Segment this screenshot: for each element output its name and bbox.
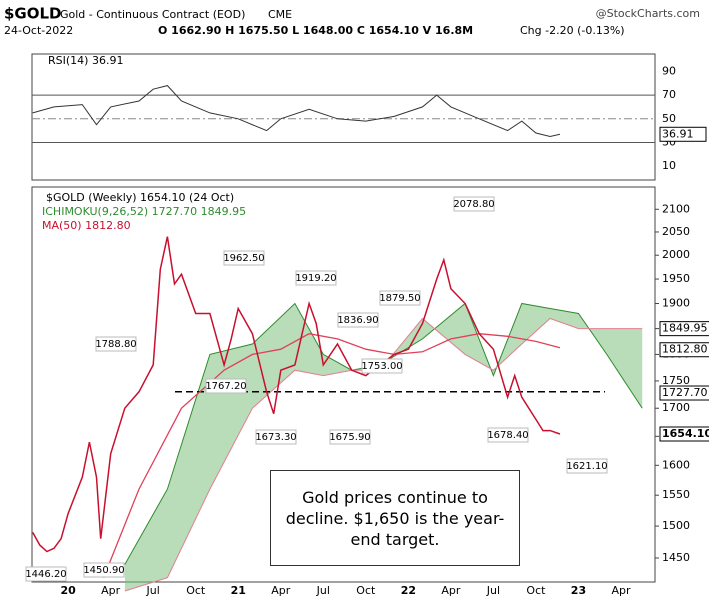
y-tick-label: 1900	[662, 297, 690, 310]
x-tick-label: 20	[60, 584, 76, 597]
change: Chg -2.20 (-0.13%)	[520, 24, 625, 37]
source: @StockCharts.com	[596, 7, 700, 20]
annotation-box	[83, 562, 125, 578]
rsi-tick-label: 90	[662, 64, 676, 77]
symbol: $GOLD	[4, 5, 62, 23]
last-value-label: 1849.95	[662, 322, 708, 335]
rsi-tick-label: 50	[662, 112, 676, 125]
price-panel	[31, 186, 656, 583]
annotation: 1621.10	[566, 461, 607, 472]
y-tick-label: 1550	[662, 488, 690, 501]
x-tick-label: Apr	[271, 584, 291, 597]
annotation: 1675.90	[329, 432, 370, 443]
annotation-box	[95, 336, 137, 352]
y-tick-label: 1500	[662, 519, 690, 532]
ichimoku-cloud	[124, 303, 643, 592]
x-tick-label: Jul	[146, 584, 160, 597]
last-value-box	[659, 321, 709, 337]
annotation-box	[566, 458, 608, 474]
annotation-box	[453, 196, 495, 212]
annotation-box	[25, 566, 67, 582]
rsi-legend: RSI(14) 36.91	[48, 54, 123, 67]
date: 24-Oct-2022	[4, 24, 73, 37]
rsi-tick-label: 70	[662, 88, 676, 101]
y-tick-label: 1450	[662, 551, 690, 564]
annotation: 1879.50	[379, 293, 420, 304]
annotation-box	[337, 312, 379, 328]
annotation: 1919.20	[295, 273, 336, 284]
y-tick-label: 1700	[662, 401, 690, 414]
last-value-box	[659, 342, 709, 358]
exchange: CME	[268, 8, 292, 21]
annotation: 1450.90	[83, 565, 124, 576]
x-tick-label: Oct	[186, 584, 206, 597]
x-tick-label: 21	[231, 584, 246, 597]
annotation: 1962.50	[223, 253, 264, 264]
rsi-line	[32, 85, 561, 138]
rsi-last-label: 36.91	[662, 127, 694, 140]
ichimoku-span-b	[124, 317, 643, 592]
x-tick-label: Apr	[611, 584, 631, 597]
annotation: 1678.40	[487, 430, 528, 441]
last-value-label: 1727.70	[662, 386, 708, 399]
y-tick-label: 2000	[662, 248, 690, 261]
y-tick-label: 1750	[662, 374, 690, 387]
x-tick-label: Oct	[356, 584, 376, 597]
annotation-box	[329, 429, 371, 445]
ma-legend: MA(50) 1812.80	[42, 219, 131, 232]
annotation-box	[361, 358, 403, 374]
ichimoku-legend: ICHIMOKU(9,26,52) 1727.70 1849.95	[42, 205, 246, 218]
annotation: 2078.80	[453, 199, 494, 210]
annotation: 1673.30	[255, 432, 296, 443]
rsi-tick-label: 10	[662, 159, 676, 172]
annotation-box: Gold prices continue to decline. $1,650 …	[270, 470, 520, 566]
annotation: 1788.80	[95, 339, 136, 350]
rsi-panel	[31, 53, 656, 181]
last-value-label: 1812.80	[662, 343, 708, 356]
y-tick-label: 1600	[662, 458, 690, 471]
y-tick-label: 1950	[662, 272, 690, 285]
x-tick-label: Oct	[526, 584, 546, 597]
annotation-box	[205, 378, 247, 394]
x-tick-label: Jul	[316, 584, 330, 597]
x-tick-label: Apr	[101, 584, 121, 597]
annotation: 1836.90	[337, 315, 378, 326]
last-value-box	[659, 426, 709, 442]
annotation-box	[223, 250, 265, 266]
annotation: 1446.20	[25, 569, 66, 580]
annotation-box	[295, 270, 337, 286]
y-tick-label: 2100	[662, 202, 690, 215]
last-value-label: 1654.10	[662, 427, 709, 440]
x-tick-label: 22	[401, 584, 416, 597]
annotation-box	[255, 429, 297, 445]
x-tick-label: Apr	[441, 584, 461, 597]
price-legend: $GOLD (Weekly) 1654.10 (24 Oct)	[46, 191, 234, 204]
last-value-box	[659, 385, 709, 401]
x-tick-label: Jul	[486, 584, 500, 597]
annotation-box	[487, 427, 529, 443]
ma-line	[102, 333, 561, 578]
instrument-name: Gold - Continuous Contract (EOD)	[60, 8, 245, 21]
annotation: 1753.00	[361, 361, 402, 372]
ohlcv: O 1662.90 H 1675.50 L 1648.00 C 1654.10 …	[158, 24, 473, 37]
annotation: 1767.20	[205, 381, 246, 392]
x-tick-label: 23	[571, 584, 586, 597]
rsi-last-box	[659, 126, 707, 142]
annotation-box	[379, 290, 421, 306]
y-tick-label: 2050	[662, 225, 690, 238]
price-line	[32, 236, 561, 553]
